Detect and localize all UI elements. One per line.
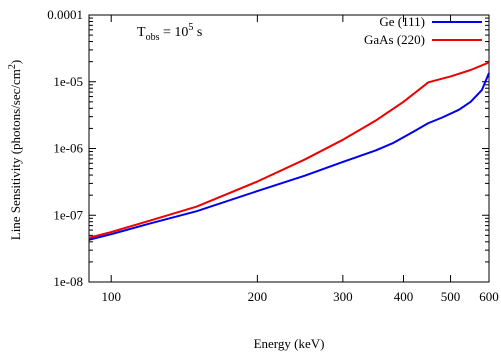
annotation-sup: 5 — [188, 22, 193, 33]
y-axis-ticks: 0.0001 1e-05 1e-06 1e-07 1e-08 — [47, 7, 489, 289]
legend-label-gaas: GaAs (220) — [364, 32, 425, 47]
y-axis-label-main: Line Sensitivity (photons/sec/cm — [8, 69, 23, 240]
legend: Ge (111) GaAs (220) — [364, 14, 482, 47]
x-tick-label: 100 — [101, 289, 121, 304]
observation-time-annotation: Tobs = 105 s — [137, 22, 202, 43]
y-tick-label: 0.0001 — [47, 7, 83, 22]
y-tick-label: 1e-08 — [53, 274, 83, 289]
legend-label-ge: Ge (111) — [379, 14, 425, 29]
x-tick-label: 600 — [479, 289, 499, 304]
annotation-base: T — [137, 25, 146, 40]
y-tick-label: 1e-07 — [53, 207, 83, 222]
plot-frame — [88, 14, 490, 283]
y-tick-label: 1e-05 — [53, 74, 83, 89]
x-tick-label: 400 — [394, 289, 414, 304]
series-line-1 — [88, 61, 490, 239]
x-axis-label: Energy (keV) — [254, 336, 325, 351]
annotation-unit: s — [193, 25, 202, 40]
series-line-0 — [88, 72, 490, 241]
y-axis-label: Line Sensitivity (photons/sec/cm2) — [7, 60, 23, 241]
series-lines — [88, 61, 490, 241]
y-tick-label: 1e-06 — [53, 141, 83, 156]
x-axis-ticks: 100 200 300 400 500 600 — [101, 15, 499, 304]
x-tick-label: 500 — [441, 289, 461, 304]
annotation-sub: obs — [146, 32, 160, 43]
x-tick-label: 200 — [248, 289, 268, 304]
y-axis-label-close: ) — [8, 60, 23, 64]
y-axis-label-sup: 2 — [7, 64, 18, 69]
annotation-eq: = 10 — [159, 25, 188, 40]
x-tick-label: 300 — [333, 289, 353, 304]
